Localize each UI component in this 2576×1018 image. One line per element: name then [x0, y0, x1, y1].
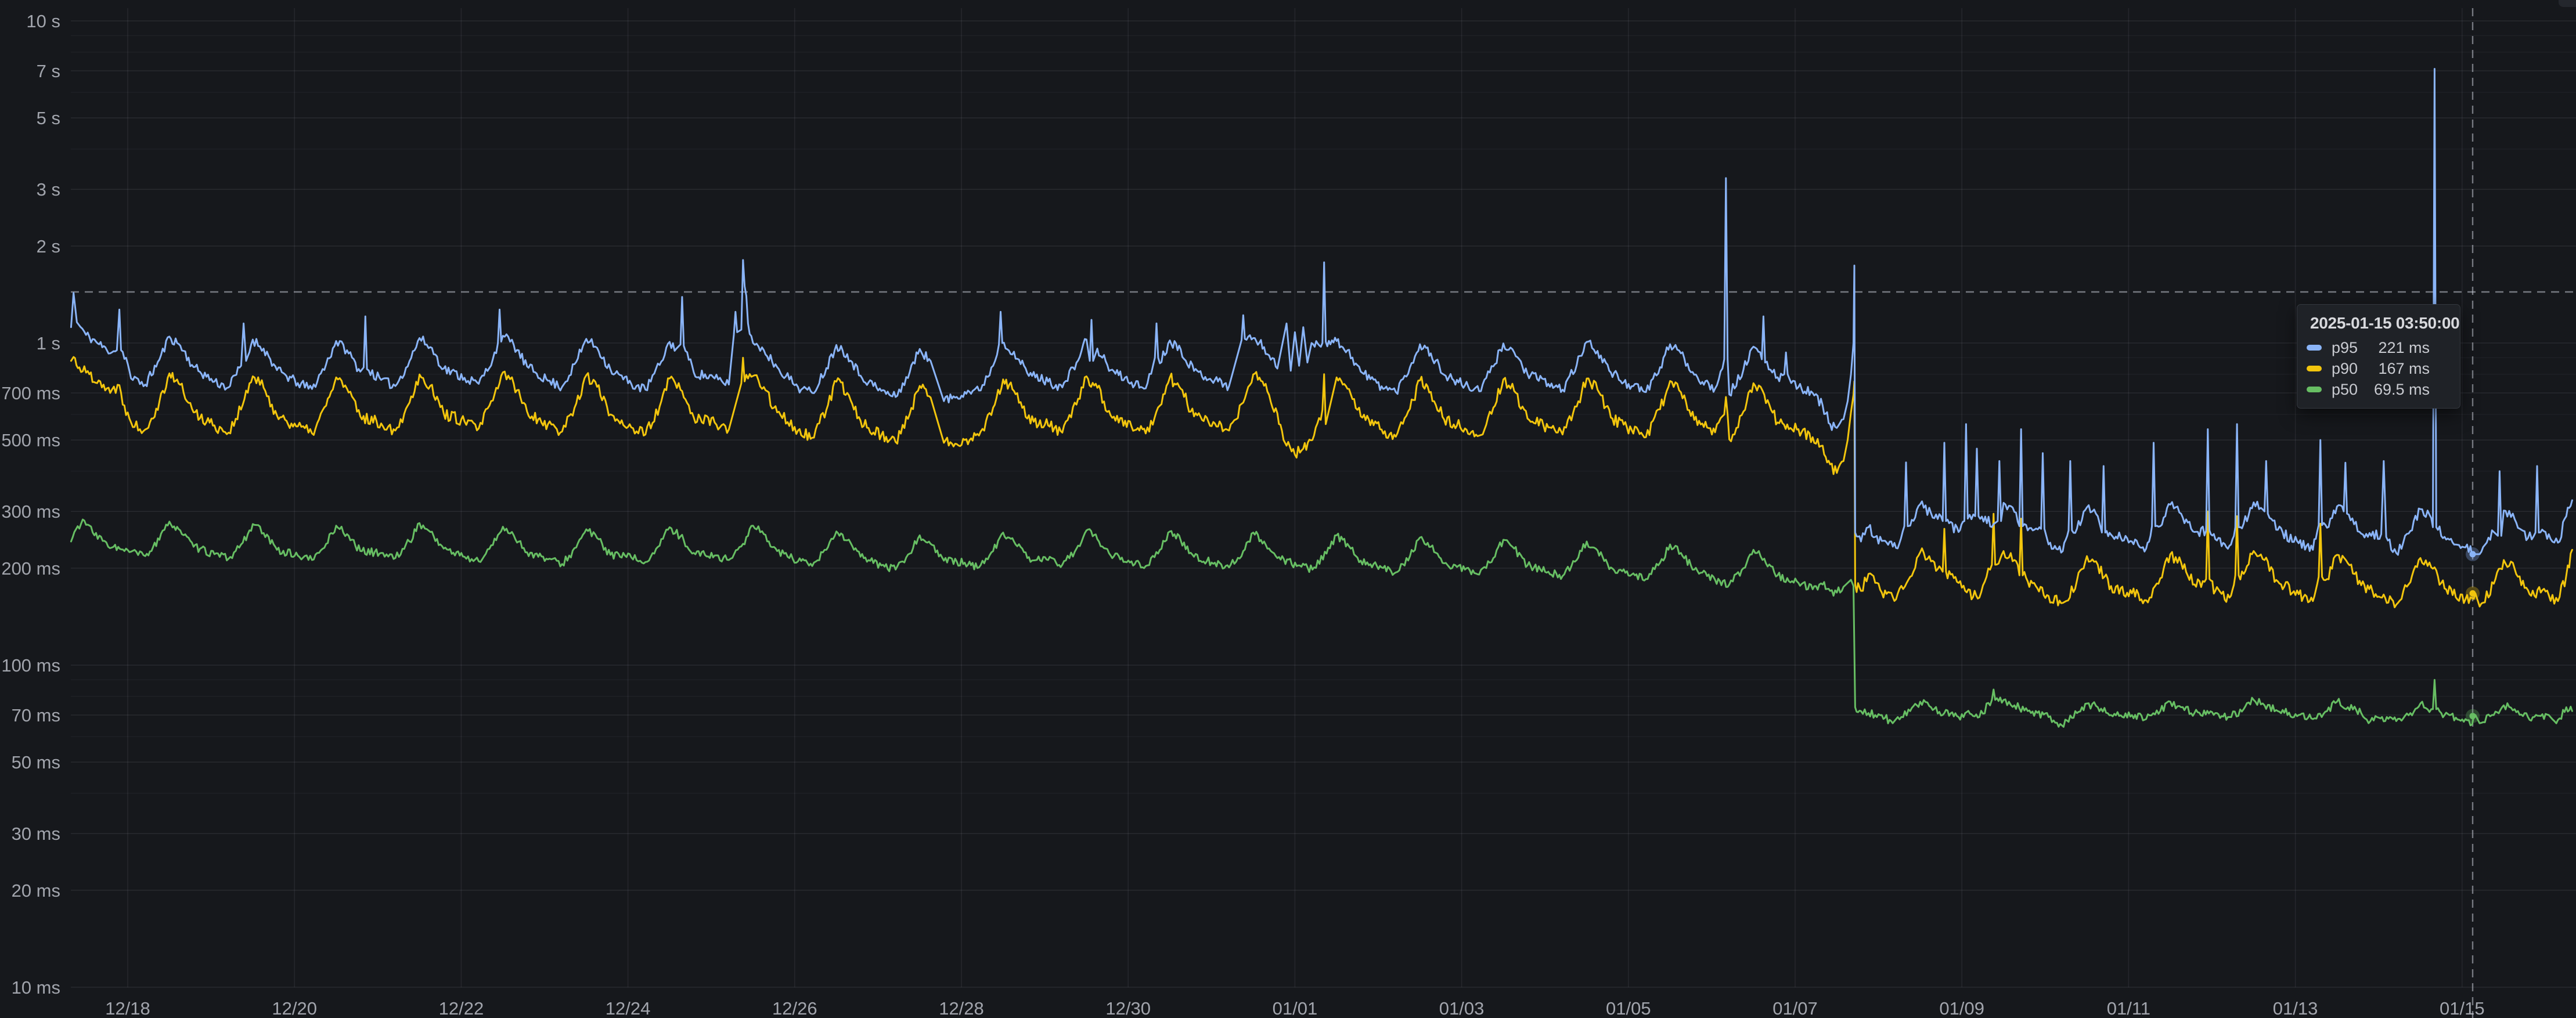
hover-marker-p50 [2469, 713, 2476, 720]
p95-series-pill [2307, 345, 2322, 351]
x-axis-tick-label: 01/09 [1939, 998, 1984, 1018]
y-axis-tick-label: 100 ms [1, 655, 60, 676]
y-axis-tick-label: 3 s [37, 179, 60, 200]
x-axis-tick-label: 12/20 [272, 998, 317, 1018]
x-axis-tick-label: 12/24 [606, 998, 651, 1018]
crosshair [71, 8, 2576, 1018]
y-axis-tick-label: 300 ms [1, 501, 60, 522]
p95-series-value: 221 ms [2378, 338, 2430, 356]
p50-series-label: p50 [2332, 380, 2358, 398]
series-line-p90 [70, 356, 2573, 608]
chart-tooltip: 2025-01-15 03:50:00 p95 221 ms p90 167 m… [2297, 304, 2460, 409]
x-axis-tick-label: 01/07 [1772, 998, 1818, 1018]
y-axis-tick-label: 20 ms [12, 880, 60, 901]
series-line-p95 [70, 68, 2573, 557]
y-axis-tick-label: 2 s [37, 236, 60, 257]
x-axis-tick-label: 01/05 [1606, 998, 1651, 1018]
x-axis-tick-label: 01/03 [1439, 998, 1485, 1018]
p50-series-value: 69.5 ms [2373, 380, 2430, 398]
hover-marker-p90 [2469, 590, 2476, 597]
x-axis-tick-label: 12/22 [439, 998, 484, 1018]
tooltip-timestamp: 2025-01-15 03:50:00 [2310, 314, 2460, 332]
p90-series-value: 167 ms [2378, 359, 2430, 377]
y-axis-tick-label: 7 s [37, 61, 60, 81]
y-axis-tick-label: 30 ms [12, 824, 60, 844]
tooltip-row-p90: p90 167 ms [2297, 358, 2460, 379]
y-axis-tick-label: 10 ms [12, 977, 60, 998]
p95-series-label: p95 [2332, 338, 2358, 356]
y-axis-tick-label: 50 ms [12, 752, 60, 772]
y-axis-tick-label: 10 s [26, 11, 60, 31]
corner-ui-artifact [2559, 0, 2576, 7]
axis-labels: 10 s 7 s 5 s 3 s 2 s 1 s 700 ms 500 ms 300 ms 200… [1, 11, 2484, 1018]
x-axis-tick-label: 12/26 [772, 998, 817, 1018]
y-axis-tick-label: 700 ms [1, 383, 60, 403]
x-axis-tick-label: 01/15 [2440, 998, 2485, 1018]
y-axis-tick-label: 1 s [37, 333, 60, 353]
p50-series-pill [2307, 387, 2322, 392]
x-axis-tick-label: 12/18 [105, 998, 150, 1018]
hover-marker-p95 [2469, 551, 2476, 558]
series-line-p50 [70, 518, 2573, 728]
tooltip-row-p50: p50 69.5 ms [2297, 379, 2460, 400]
x-axis-tick-label: 01/11 [2107, 998, 2150, 1018]
y-axis-tick-label: 70 ms [12, 705, 60, 725]
x-axis-tick-label: 01/01 [1273, 998, 1318, 1018]
y-axis-tick-label: 500 ms [1, 430, 60, 450]
x-axis-tick-label: 01/13 [2273, 998, 2318, 1018]
y-axis-tick-label: 200 ms [1, 558, 60, 579]
x-axis-tick-label: 12/30 [1105, 998, 1151, 1018]
hover-point-markers [2466, 547, 2480, 723]
x-axis-tick-label: 12/28 [939, 998, 984, 1018]
grid [71, 8, 2576, 988]
y-axis-tick-label: 5 s [37, 108, 60, 128]
tooltip-row-p95: p95 221 ms [2297, 337, 2460, 358]
p90-series-pill [2307, 366, 2322, 371]
p90-series-label: p90 [2332, 359, 2358, 377]
